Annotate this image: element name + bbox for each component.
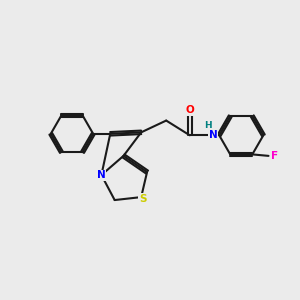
- Text: N: N: [97, 170, 106, 180]
- Text: S: S: [139, 194, 146, 204]
- Text: N: N: [209, 130, 218, 140]
- Text: H: H: [204, 122, 212, 130]
- Text: F: F: [272, 151, 279, 161]
- Text: O: O: [185, 105, 194, 115]
